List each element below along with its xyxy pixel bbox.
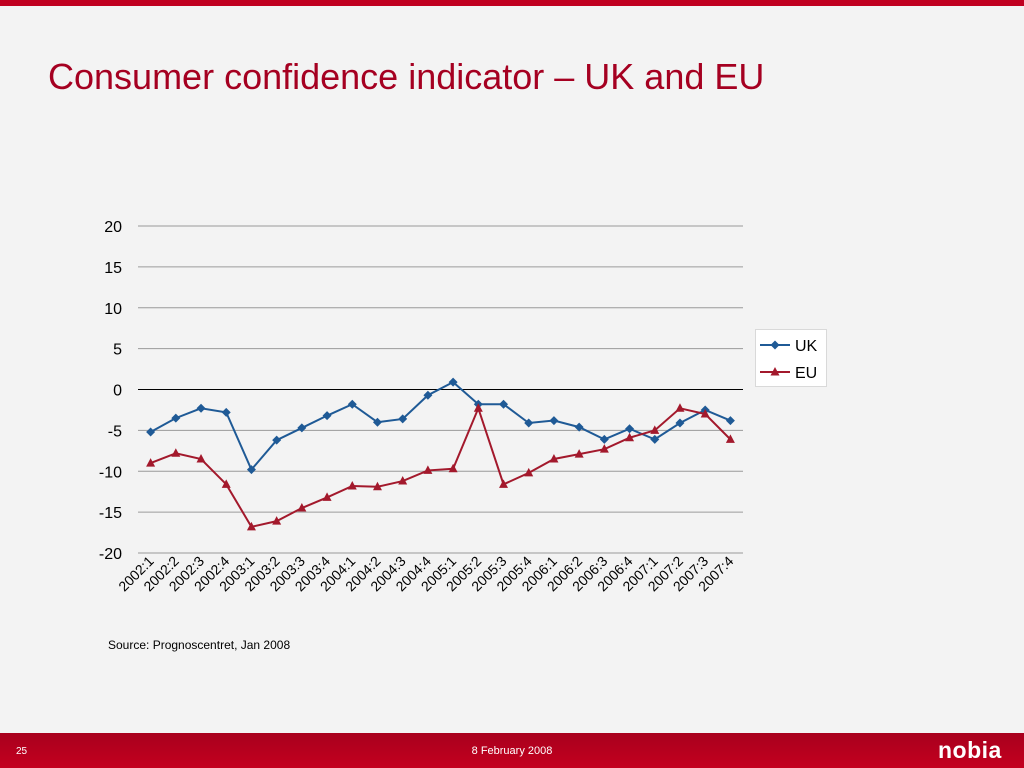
y-tick-label: 5 xyxy=(113,342,122,359)
data-point-uk xyxy=(448,377,458,387)
data-point-uk xyxy=(146,427,156,437)
data-point-eu xyxy=(347,480,357,490)
data-point-uk xyxy=(297,423,307,433)
y-tick-label: -10 xyxy=(99,464,122,481)
data-point-eu xyxy=(297,503,307,512)
data-point-eu xyxy=(146,458,156,467)
y-tick-label: -5 xyxy=(108,423,122,440)
y-tick-label: -20 xyxy=(99,546,122,563)
data-point-eu xyxy=(221,479,231,488)
y-tick-label: -15 xyxy=(99,505,122,522)
data-point-eu xyxy=(196,453,206,463)
data-point-uk xyxy=(625,424,635,434)
data-point-eu xyxy=(171,448,181,457)
chart-legend xyxy=(755,329,827,387)
data-point-eu xyxy=(423,465,433,474)
data-point-eu xyxy=(473,403,483,412)
data-point-eu xyxy=(549,453,559,463)
data-point-uk xyxy=(372,417,382,427)
series-line-eu xyxy=(150,405,732,528)
footer-date: 8 February 2008 xyxy=(471,745,553,757)
data-point-eu xyxy=(599,444,609,453)
data-point-eu xyxy=(725,434,735,443)
data-point-eu xyxy=(700,409,710,418)
data-point-uk xyxy=(725,416,735,426)
y-tick-label: 20 xyxy=(104,219,122,236)
data-point-uk xyxy=(599,434,609,444)
data-point-eu xyxy=(499,479,509,488)
data-point-eu xyxy=(675,403,685,412)
data-point-uk xyxy=(196,403,206,413)
data-point-uk xyxy=(499,399,509,409)
data-point-uk xyxy=(347,399,357,409)
data-point-uk xyxy=(322,411,332,421)
y-tick-label: 10 xyxy=(104,301,122,318)
data-point-eu xyxy=(448,463,458,473)
y-tick-label: 15 xyxy=(104,260,122,277)
data-point-uk xyxy=(574,422,584,432)
data-point-uk xyxy=(650,434,660,444)
data-point-eu xyxy=(625,432,635,442)
data-point-uk xyxy=(524,418,534,428)
data-point-uk xyxy=(675,418,685,428)
data-point-uk xyxy=(272,435,282,445)
data-point-uk xyxy=(221,407,231,417)
nobia-logo: nobia xyxy=(938,737,1002,763)
data-point-uk xyxy=(549,416,559,426)
y-tick-label: 0 xyxy=(113,383,122,400)
slide-title: Consumer confidence indicator – UK and E… xyxy=(48,56,765,97)
top-accent-bar xyxy=(0,0,1024,6)
data-point-eu xyxy=(398,476,408,485)
data-point-eu xyxy=(322,492,332,501)
source-note: Source: Prognoscentret, Jan 2008 xyxy=(108,638,291,652)
series-line-uk xyxy=(150,380,731,472)
data-point-eu xyxy=(524,467,534,477)
data-point-uk xyxy=(246,465,256,475)
page-number: 25 xyxy=(16,746,28,757)
data-point-uk xyxy=(423,390,433,400)
data-point-eu xyxy=(372,481,382,491)
data-point-eu xyxy=(272,516,282,525)
data-point-eu xyxy=(650,425,660,434)
data-point-eu xyxy=(574,449,584,458)
footer-bar xyxy=(0,733,1024,768)
data-point-uk xyxy=(398,414,408,424)
data-point-uk xyxy=(171,413,181,423)
data-point-eu xyxy=(246,521,256,531)
